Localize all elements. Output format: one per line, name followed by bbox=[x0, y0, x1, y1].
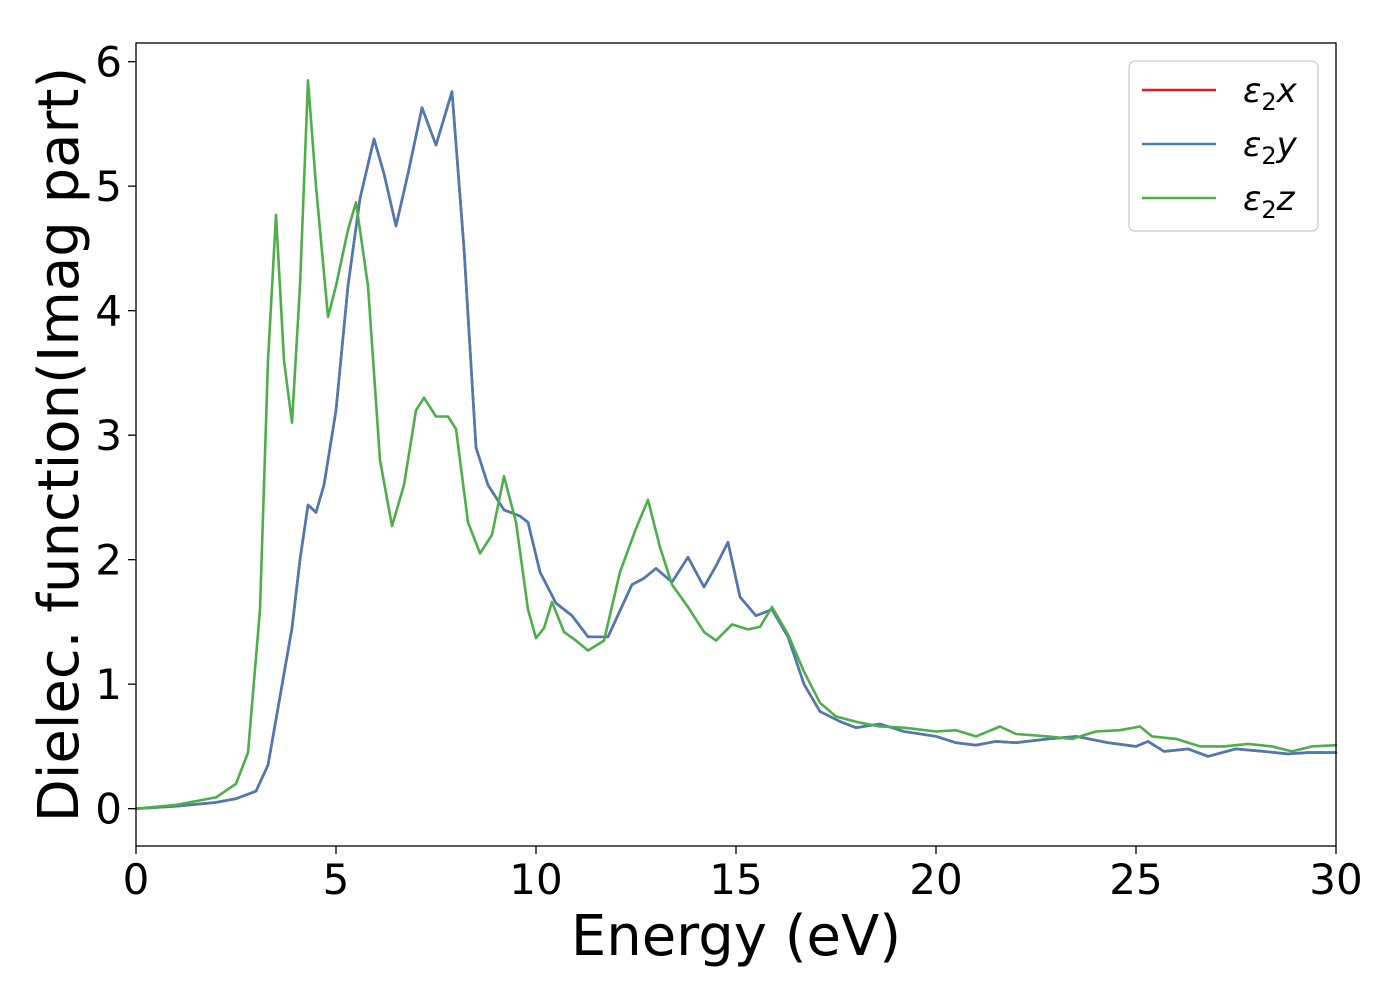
x-tick-label: 30 bbox=[1309, 855, 1362, 904]
y-tick-label: 0 bbox=[95, 785, 122, 834]
x-tick-label: 0 bbox=[123, 855, 150, 904]
series-line-z bbox=[134, 79, 1338, 810]
x-tick-label: 20 bbox=[909, 855, 962, 904]
series-layer bbox=[134, 79, 1338, 810]
y-tick-label: 1 bbox=[95, 660, 122, 709]
y-tick-label: 6 bbox=[95, 38, 122, 87]
x-axis-title: Energy (eV) bbox=[571, 904, 901, 969]
y-tick-label: 4 bbox=[95, 287, 122, 336]
y-axis-ticks: 0 1 2 3 4 5 6 bbox=[95, 38, 136, 834]
legend-label-z: ε2z bbox=[1243, 179, 1296, 224]
y-tick-label: 3 bbox=[95, 411, 122, 460]
x-axis-ticks: 0 5 10 15 20 25 30 bbox=[123, 846, 1363, 904]
y-axis-title: Dielec. function(Imag part) bbox=[27, 67, 92, 823]
legend-box bbox=[1128, 60, 1319, 232]
y-tick-label: 5 bbox=[95, 162, 122, 211]
x-tick-label: 5 bbox=[323, 855, 350, 904]
x-tick-label: 15 bbox=[709, 855, 762, 904]
legend-label-x: ε2x bbox=[1243, 71, 1298, 116]
legend-label-y: ε2y bbox=[1243, 125, 1298, 170]
legend: ε2x ε2y ε2z bbox=[1128, 60, 1319, 232]
y-tick-label: 2 bbox=[95, 536, 122, 585]
x-tick-label: 25 bbox=[1109, 855, 1162, 904]
x-tick-label: 10 bbox=[509, 855, 562, 904]
